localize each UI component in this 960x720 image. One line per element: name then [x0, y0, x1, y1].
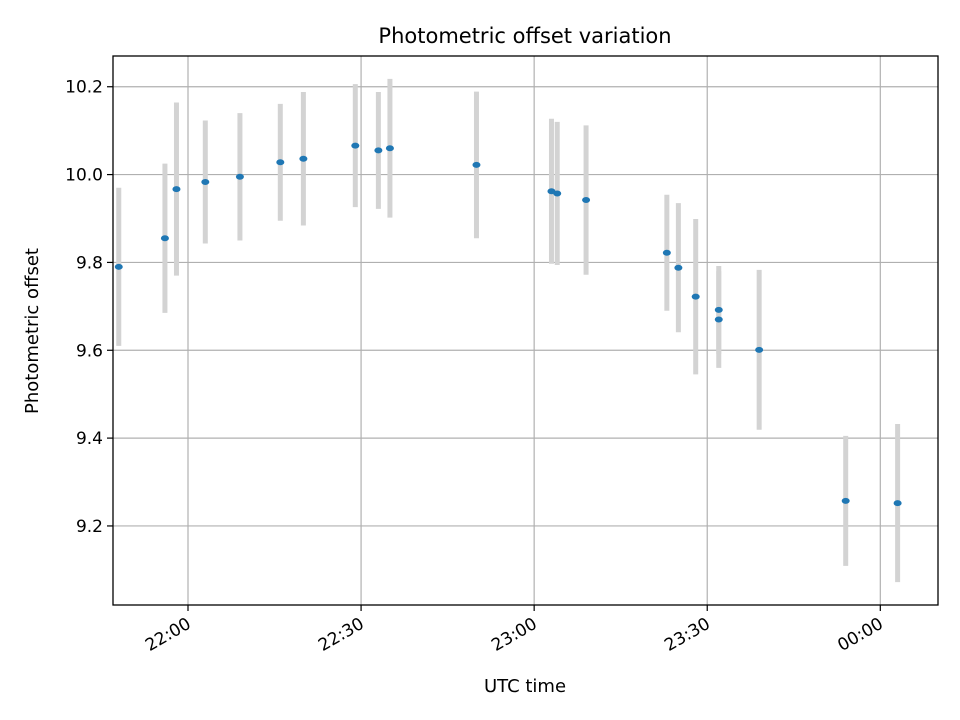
data-point: [691, 293, 700, 300]
data-point: [235, 173, 244, 180]
data-point: [755, 346, 764, 353]
data-point: [472, 161, 481, 168]
plot-frame: [112, 55, 939, 606]
data-point: [893, 500, 902, 507]
y-axis: 9.2 9.4 9.6 9.8 10.0 10.2: [65, 78, 113, 537]
data-points: [114, 142, 902, 507]
y-tick-label: 10.2: [65, 78, 103, 98]
data-point: [299, 155, 308, 162]
data-point: [553, 190, 562, 197]
y-tick-label: 10.0: [65, 166, 103, 186]
data-point: [276, 159, 285, 166]
data-point: [674, 264, 683, 271]
x-axis-label: UTC time: [484, 676, 566, 697]
data-point: [172, 186, 181, 193]
y-axis-label: Photometric offset: [22, 248, 43, 414]
data-point: [351, 142, 360, 149]
data-point: [385, 145, 394, 152]
y-tick-label: 9.8: [76, 253, 103, 273]
y-tick-label: 9.4: [76, 429, 103, 449]
y-tick-label: 9.6: [76, 341, 103, 361]
data-point: [714, 316, 723, 323]
y-tick-label: 9.2: [76, 517, 103, 537]
data-point: [841, 497, 850, 504]
data-point: [160, 235, 169, 242]
chart-title: Photometric offset variation: [378, 24, 671, 48]
data-point: [582, 197, 591, 204]
data-point: [114, 263, 123, 270]
data-point: [201, 179, 210, 186]
plot-area: [113, 56, 938, 605]
data-point: [374, 147, 383, 154]
data-point: [662, 249, 671, 256]
grid: [113, 56, 938, 605]
data-point: [714, 306, 723, 313]
